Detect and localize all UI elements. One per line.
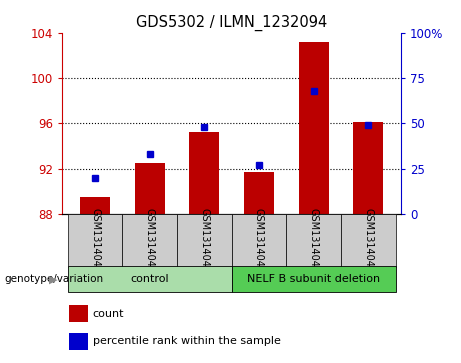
Bar [69,333,88,350]
Text: control: control [130,274,169,284]
Text: ▶: ▶ [49,274,58,284]
Text: NELF B subunit deletion: NELF B subunit deletion [247,274,380,284]
Text: GSM1314046: GSM1314046 [363,208,373,273]
Bar [69,305,88,322]
Text: GSM1314042: GSM1314042 [145,208,155,273]
Title: GDS5302 / ILMN_1232094: GDS5302 / ILMN_1232094 [136,15,327,31]
Text: count: count [93,309,124,319]
Bar [299,42,329,214]
Bar [189,132,219,214]
Text: GSM1314045: GSM1314045 [308,208,319,273]
Bar [68,214,122,267]
Bar [231,266,396,292]
Bar [80,197,110,214]
Bar [286,214,341,267]
Bar [122,214,177,267]
Bar [177,214,232,267]
Bar [244,172,274,214]
Bar [135,163,165,214]
Bar [353,122,383,214]
Bar [341,214,396,267]
Text: GSM1314041: GSM1314041 [90,208,100,273]
Bar [231,214,286,267]
Text: genotype/variation: genotype/variation [5,274,104,284]
Text: GSM1314043: GSM1314043 [199,208,209,273]
Text: GSM1314044: GSM1314044 [254,208,264,273]
Bar [68,266,232,292]
Text: percentile rank within the sample: percentile rank within the sample [93,337,281,346]
